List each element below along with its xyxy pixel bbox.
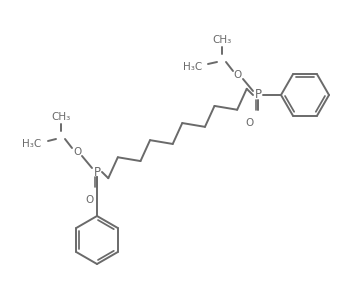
Text: P: P xyxy=(255,89,262,102)
Text: CH₃: CH₃ xyxy=(52,112,71,122)
Text: H₃C: H₃C xyxy=(183,62,202,72)
Text: O: O xyxy=(246,118,254,128)
Text: H₃C: H₃C xyxy=(22,139,41,149)
Text: O: O xyxy=(73,147,81,157)
Text: P: P xyxy=(94,166,101,179)
Text: CH₃: CH₃ xyxy=(213,35,232,45)
Text: O: O xyxy=(234,70,242,80)
Text: O: O xyxy=(85,195,93,205)
